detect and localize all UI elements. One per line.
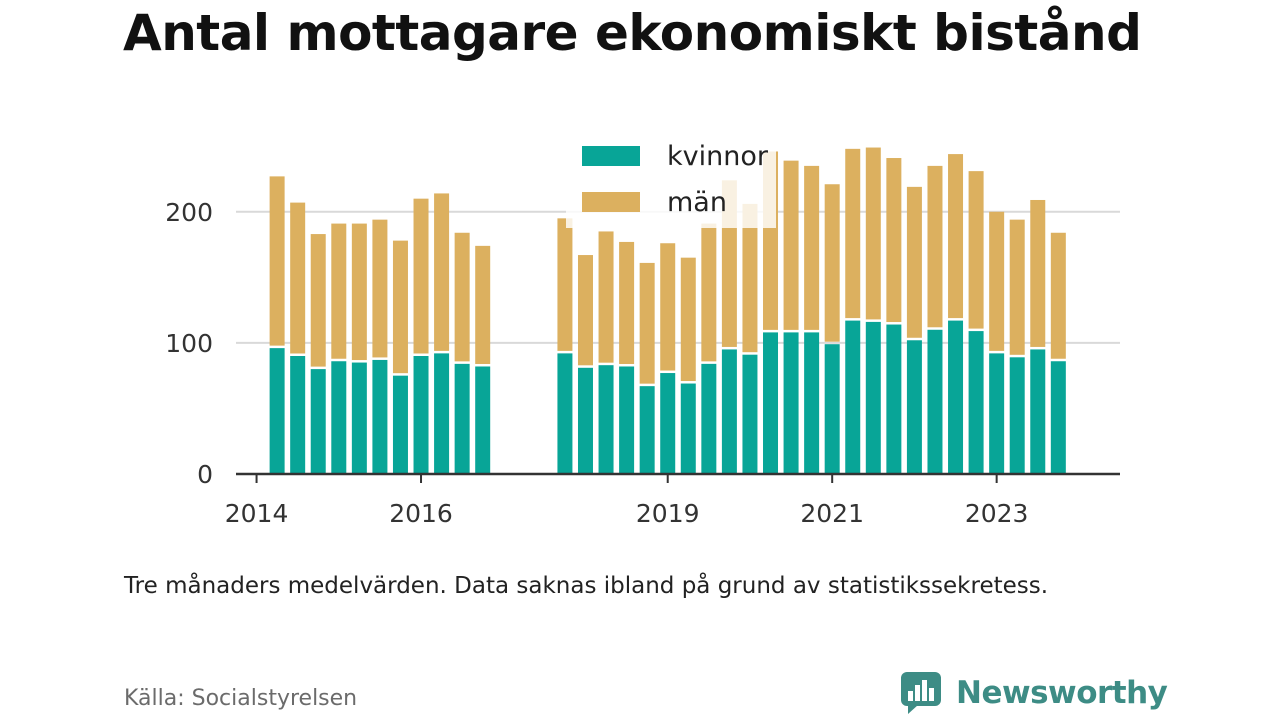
- bar-kvinnor: [454, 363, 470, 474]
- bar-man: [845, 148, 861, 319]
- bar-man: [639, 262, 655, 384]
- bar-kvinnor: [1009, 357, 1025, 474]
- bar-man: [824, 184, 840, 342]
- legend: kvinnor män: [566, 132, 776, 228]
- bar-kvinnor: [1050, 361, 1066, 474]
- bar-man: [619, 241, 635, 364]
- brand-logo: Newsworthy: [900, 670, 1168, 716]
- bar-kvinnor: [413, 356, 429, 474]
- bar-man: [865, 147, 881, 320]
- bar-man: [680, 257, 696, 382]
- x-tick-label: 2014: [225, 499, 289, 528]
- bar-man: [1009, 219, 1025, 355]
- bar-man: [269, 176, 285, 346]
- bar-man: [701, 223, 717, 362]
- bar-kvinnor: [948, 320, 964, 474]
- y-tick-label: 0: [197, 460, 213, 489]
- bar-kvinnor: [680, 383, 696, 474]
- bar-man: [783, 160, 799, 330]
- chart-title: Antal mottagare ekonomiskt bistånd: [123, 4, 1142, 62]
- bar-kvinnor: [475, 366, 491, 474]
- bar-kvinnor: [557, 353, 573, 474]
- bar-man: [948, 154, 964, 319]
- bar-kvinnor: [434, 353, 450, 474]
- bar-man: [927, 165, 943, 328]
- bar-kvinnor: [886, 324, 902, 474]
- bar-man: [989, 211, 1005, 351]
- bar-man: [968, 171, 984, 329]
- bar-man: [906, 186, 922, 338]
- bar-kvinnor: [721, 349, 737, 474]
- stacked-bar-chart: 0 100 200 2014 2016 2019 2021 2023 kvinnor män: [165, 132, 1120, 528]
- chart-note: Tre månaders medelvärden. Data saknas ib…: [124, 573, 1049, 599]
- bar-kvinnor: [989, 353, 1005, 474]
- x-tick-label: 2019: [636, 499, 700, 528]
- bar-man: [660, 243, 676, 371]
- bar-chart-speech-bubble-icon: [901, 672, 941, 714]
- bars: [269, 147, 1066, 474]
- bar-kvinnor: [865, 321, 881, 474]
- bar-kvinnor: [598, 365, 614, 474]
- bar-kvinnor: [783, 332, 799, 474]
- bar-man: [331, 223, 347, 359]
- bar-kvinnor: [763, 332, 779, 474]
- bar-kvinnor: [927, 329, 943, 474]
- bar-kvinnor: [331, 361, 347, 474]
- legend-swatch-man: [582, 192, 640, 212]
- gridlines: [236, 210, 1120, 344]
- bar-kvinnor: [824, 344, 840, 474]
- legend-label: kvinnor: [667, 141, 769, 172]
- bar-kvinnor: [310, 369, 326, 474]
- bar-man: [372, 219, 388, 358]
- bar-kvinnor: [804, 332, 820, 474]
- x-tick-label: 2023: [965, 499, 1029, 528]
- bar-man: [454, 232, 470, 362]
- bar-kvinnor: [845, 320, 861, 474]
- bar-man: [310, 234, 326, 367]
- bar-man: [351, 223, 367, 361]
- bar-man: [886, 158, 902, 323]
- bar-kvinnor: [742, 354, 758, 474]
- bar-man: [1050, 232, 1066, 359]
- bar-kvinnor: [290, 356, 306, 474]
- x-tick-label: 2021: [800, 499, 864, 528]
- bar-kvinnor: [269, 348, 285, 474]
- y-tick-labels: 0 100 200: [165, 198, 213, 489]
- bar-kvinnor: [968, 331, 984, 474]
- bar-man: [742, 203, 758, 353]
- bar-man: [804, 165, 820, 330]
- bar-man: [598, 231, 614, 363]
- y-tick-label: 200: [165, 198, 213, 227]
- bar-man: [434, 193, 450, 351]
- bar-man: [392, 240, 408, 374]
- source-credit: Källa: Socialstyrelsen: [124, 686, 358, 711]
- legend-swatch-kvinnor: [582, 146, 640, 166]
- bar-kvinnor: [1030, 349, 1046, 474]
- bar-kvinnor: [392, 375, 408, 474]
- x-tick-label: 2016: [389, 499, 453, 528]
- bar-kvinnor: [639, 386, 655, 474]
- x-axis: [236, 472, 1120, 483]
- bar-kvinnor: [372, 359, 388, 474]
- bar-man: [413, 198, 429, 354]
- brand-name: Newsworthy: [956, 675, 1168, 711]
- bar-kvinnor: [577, 367, 593, 474]
- bar-kvinnor: [906, 340, 922, 474]
- bar-man: [557, 218, 573, 351]
- y-tick-label: 100: [165, 329, 213, 358]
- bar-kvinnor: [351, 362, 367, 474]
- bar-man: [1030, 199, 1046, 347]
- bar-kvinnor: [660, 373, 676, 474]
- legend-label: män: [667, 187, 727, 218]
- bar-kvinnor: [701, 363, 717, 474]
- bar-man: [475, 245, 491, 364]
- bar-kvinnor: [619, 366, 635, 474]
- x-tick-labels: 2014 2016 2019 2021 2023: [225, 499, 1029, 528]
- bar-man: [290, 202, 306, 354]
- bar-man: [577, 255, 593, 366]
